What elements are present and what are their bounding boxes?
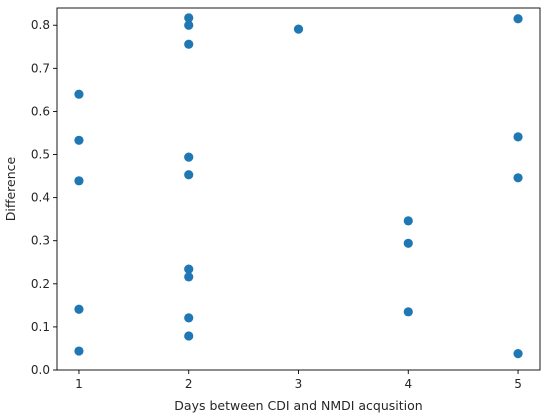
data-point xyxy=(403,307,413,317)
data-point xyxy=(513,349,523,359)
y-tick-label: 0.1 xyxy=(31,320,50,334)
x-tick-label: 1 xyxy=(75,377,83,391)
y-tick-label: 0.4 xyxy=(31,191,50,205)
y-axis-label: Difference xyxy=(3,156,18,221)
x-tick-label: 2 xyxy=(185,377,193,391)
data-point xyxy=(184,272,194,282)
x-axis-label: Days between CDI and NMDI acqusition xyxy=(174,398,422,413)
y-tick-label: 0.0 xyxy=(31,363,50,377)
axes: 1 2 3 4 5 0.0 0.1 0.2 0.3 0.4 0.5 0.6 0.7 0.8 xyxy=(31,7,541,391)
data-point xyxy=(184,20,194,30)
data-point xyxy=(74,176,84,186)
data-point xyxy=(74,135,84,145)
data-point xyxy=(184,170,194,180)
y-tick-label: 0.8 xyxy=(31,18,50,32)
data-point xyxy=(184,152,194,162)
data-point xyxy=(184,331,194,341)
data-point xyxy=(184,313,194,323)
x-tick-label: 4 xyxy=(404,377,412,391)
data-point xyxy=(74,346,84,356)
data-point xyxy=(403,216,413,226)
data-point xyxy=(74,89,84,99)
data-point xyxy=(184,264,194,274)
data-point xyxy=(513,132,523,142)
data-point xyxy=(184,13,194,23)
x-tick-label: 5 xyxy=(514,377,522,391)
data-point xyxy=(184,39,194,49)
y-tick-label: 0.6 xyxy=(31,104,50,118)
data-points xyxy=(74,13,523,359)
y-tick-label: 0.3 xyxy=(31,234,50,248)
x-tick-label: 3 xyxy=(295,377,303,391)
y-tick-label: 0.7 xyxy=(31,61,50,75)
data-point xyxy=(293,24,304,34)
y-tick-label: 0.2 xyxy=(31,277,50,291)
y-tick-label: 0.5 xyxy=(31,148,50,162)
plot-frame xyxy=(56,7,541,371)
data-point xyxy=(513,14,523,24)
data-point xyxy=(403,238,413,248)
data-point xyxy=(74,304,84,314)
data-point xyxy=(513,173,523,183)
